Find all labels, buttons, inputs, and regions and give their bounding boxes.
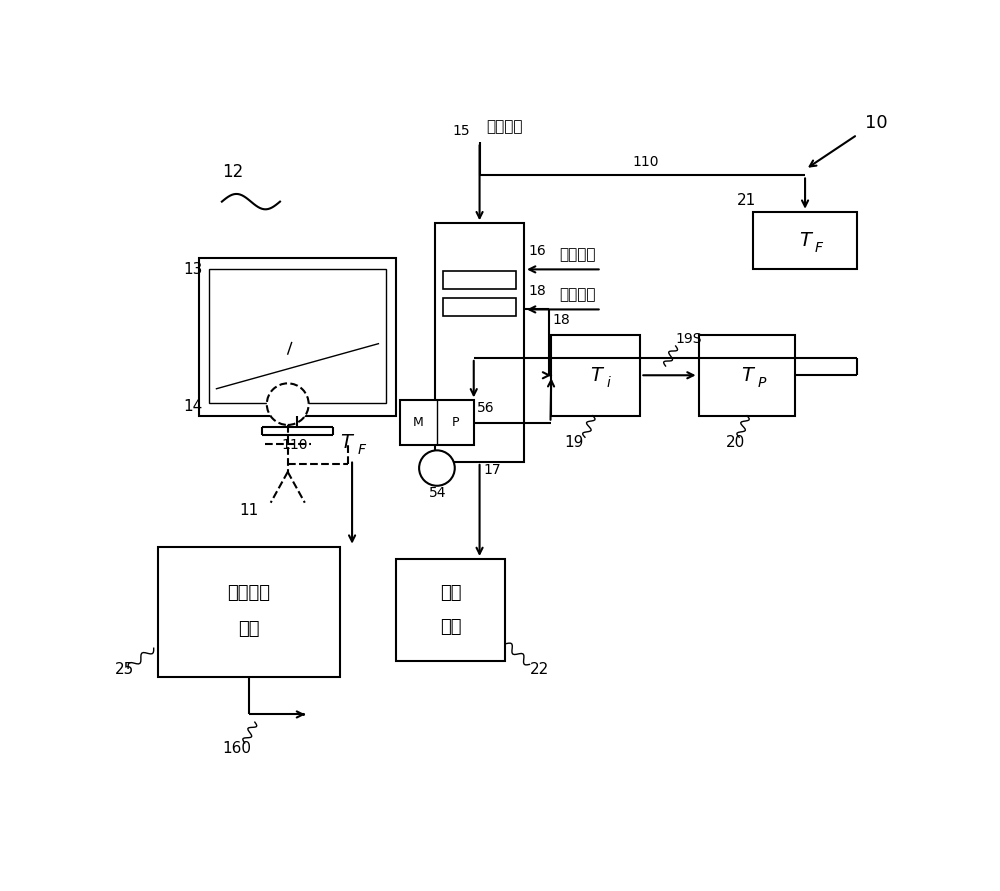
Bar <box>698 335 795 416</box>
Text: 54: 54 <box>429 486 447 501</box>
Text: 22: 22 <box>530 663 549 677</box>
Bar <box>199 257 396 416</box>
Bar <box>396 559 505 660</box>
Text: F: F <box>358 443 366 457</box>
Text: 20: 20 <box>726 436 745 450</box>
Bar <box>551 335 640 416</box>
Bar <box>753 212 857 269</box>
Text: 设备: 设备 <box>440 617 461 635</box>
Text: 用户输入: 用户输入 <box>559 247 596 262</box>
Text: 56: 56 <box>477 401 494 415</box>
Circle shape <box>419 450 455 486</box>
Text: 现有设计: 现有设计 <box>559 287 596 302</box>
Bar <box>443 271 516 289</box>
Bar <box>209 268 386 404</box>
Text: 外部: 外部 <box>440 584 461 601</box>
Text: 12: 12 <box>222 163 243 181</box>
Text: 25: 25 <box>115 663 134 677</box>
Text: 21: 21 <box>737 192 757 208</box>
Bar <box>443 298 516 315</box>
Text: P: P <box>757 376 766 390</box>
Text: 10: 10 <box>865 114 888 133</box>
Text: T: T <box>340 433 352 452</box>
Text: T: T <box>590 366 602 385</box>
Text: 110: 110 <box>633 155 659 169</box>
Text: 18: 18 <box>553 313 571 327</box>
Text: P: P <box>452 416 459 429</box>
Text: T: T <box>799 231 811 250</box>
Bar <box>400 400 474 445</box>
Text: 19: 19 <box>564 436 584 450</box>
Text: F: F <box>814 241 822 255</box>
Text: i: i <box>606 376 610 390</box>
Text: 16: 16 <box>528 244 546 257</box>
Text: 110: 110 <box>282 437 308 452</box>
Text: T: T <box>741 366 753 385</box>
Text: 15: 15 <box>452 125 470 138</box>
Text: 19S: 19S <box>676 332 702 346</box>
Text: 13: 13 <box>183 262 202 277</box>
Text: 系统特点: 系统特点 <box>486 119 522 135</box>
Text: 模式识别: 模式识别 <box>227 584 270 601</box>
Text: 14: 14 <box>183 399 202 414</box>
Bar <box>158 546 340 677</box>
Text: M: M <box>413 416 424 429</box>
Circle shape <box>267 383 309 425</box>
Text: 18: 18 <box>528 284 546 298</box>
Text: 17: 17 <box>483 463 501 478</box>
Text: 11: 11 <box>240 503 259 518</box>
Text: 平台: 平台 <box>238 620 259 638</box>
Bar <box>435 223 524 462</box>
Text: 160: 160 <box>222 741 251 756</box>
